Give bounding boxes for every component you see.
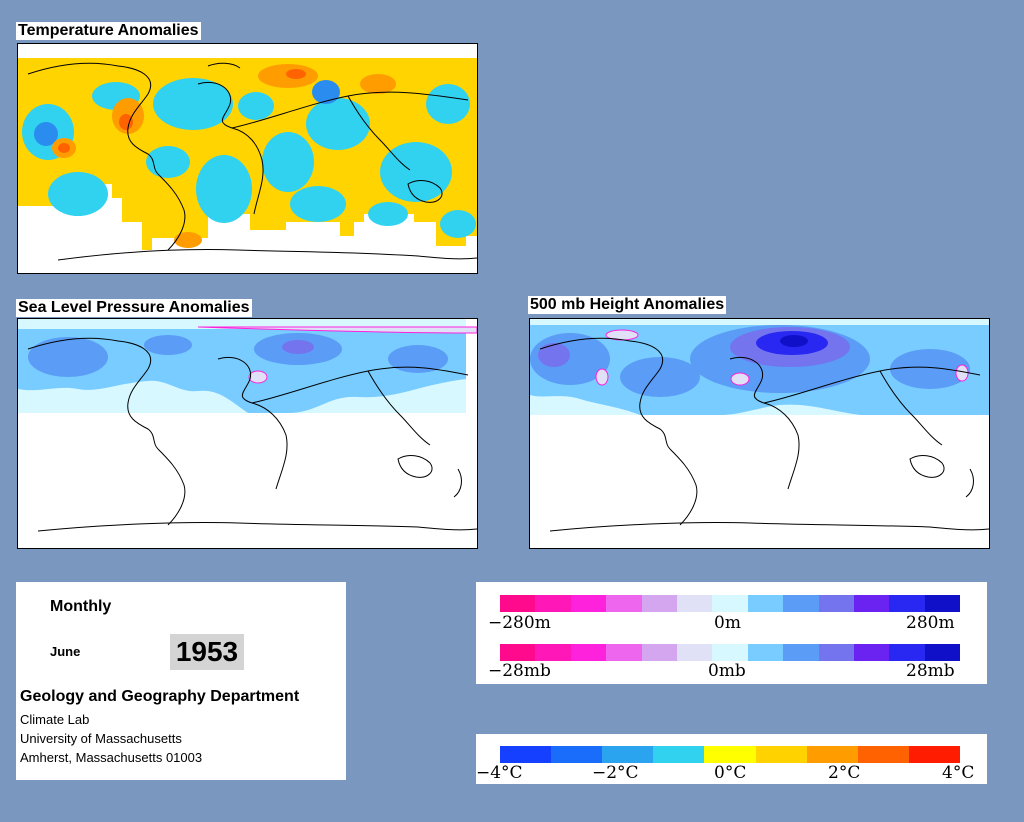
temperature-map-title: Temperature Anomalies	[16, 22, 201, 40]
department-name: Geology and Geography Department	[20, 688, 300, 705]
info-panel: Monthly June 1953 Geology and Geography …	[16, 582, 346, 780]
slp-strong-negative-patches	[282, 340, 314, 354]
height-core-negative-patches	[780, 335, 808, 347]
pressure-scale-max-label: 28mb	[906, 661, 955, 681]
temperature-coastlines	[27, 62, 477, 261]
temperature-scale-label-5: 4°C	[942, 763, 975, 783]
pressure-scale-min-label: −28mb	[488, 661, 551, 681]
temperature-anomaly-map	[17, 43, 478, 274]
temperature-legend-panel: −4°C −2°C 0°C 2°C 4°C	[476, 734, 987, 784]
slp-negative-patches	[18, 329, 466, 413]
year-display: 1953	[170, 634, 244, 670]
sea-level-pressure-anomaly-map	[17, 318, 478, 549]
lab-name: Climate Lab	[20, 712, 90, 727]
slp-coastlines	[27, 337, 477, 532]
slp-positive-patches	[197, 326, 477, 384]
month-label: June	[50, 644, 81, 659]
slp-map-title: Sea Level Pressure Anomalies	[16, 299, 252, 317]
height-500mb-anomaly-map	[529, 318, 990, 549]
anomaly-legend-panel: −280m 0m 280m −28mb 0mb 28mb	[476, 582, 987, 684]
height-color-scale	[500, 595, 961, 612]
slp-deep-negative-patches	[28, 333, 448, 377]
height-scale-max-label: 280m	[906, 613, 955, 633]
pressure-scale-mid-label: 0mb	[708, 661, 746, 681]
height-map-title: 500 mb Height Anomalies	[528, 296, 727, 314]
address-text: Amherst, Massachusetts 01003	[20, 750, 203, 765]
temperature-hot-patches	[58, 69, 306, 153]
height-scale-min-label: −280m	[488, 613, 551, 633]
temperature-scale-label-1: −4°C	[476, 763, 523, 783]
height-scale-mid-label: 0m	[714, 613, 741, 633]
temperature-deep-cold-patches	[34, 80, 340, 146]
temperature-color-scale	[500, 746, 960, 763]
height-coastlines	[539, 337, 989, 532]
temperature-scale-label-2: −2°C	[592, 763, 639, 783]
temperature-scale-label-3: 0°C	[714, 763, 747, 783]
university-name: University of Massachusetts	[20, 731, 182, 746]
period-label: Monthly	[50, 598, 112, 615]
temperature-cold-patches	[22, 78, 476, 238]
height-positive-patches	[595, 329, 969, 386]
temperature-scale-label-4: 2°C	[828, 763, 861, 783]
pressure-color-scale	[500, 644, 961, 661]
